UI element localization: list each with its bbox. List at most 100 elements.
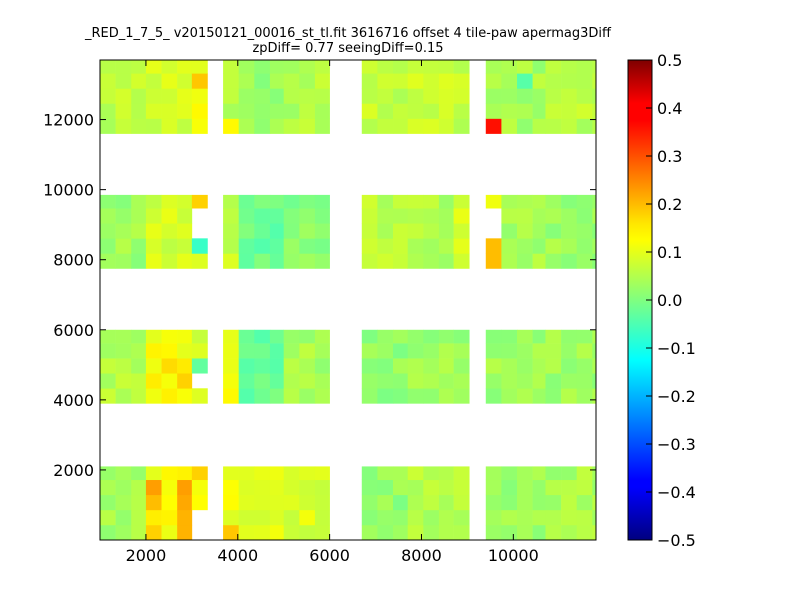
heatmap-cell <box>517 208 533 224</box>
plot-frame <box>99 59 597 541</box>
heatmap-cell <box>501 88 518 104</box>
heatmap-cell <box>532 223 546 239</box>
heatmap-cell <box>592 388 597 404</box>
heatmap-cell <box>453 118 470 134</box>
heatmap-cell <box>177 208 193 224</box>
heatmap-cell <box>532 103 546 119</box>
heatmap-cell <box>269 524 285 541</box>
heatmap-cell <box>377 118 394 134</box>
heatmap-cell <box>254 118 271 134</box>
heatmap-cell <box>407 60 424 74</box>
heatmap-cell <box>314 60 330 74</box>
heatmap-cell <box>131 60 147 74</box>
heatmap-cell <box>100 103 116 119</box>
heatmap-cell <box>532 388 546 404</box>
heatmap-cell <box>223 329 239 344</box>
heatmap-cell <box>377 194 394 209</box>
heatmap-cell <box>299 329 316 344</box>
heatmap-cell <box>517 343 533 359</box>
heatmap-cell <box>576 60 593 74</box>
heatmap-cell <box>131 118 147 134</box>
heatmap-cell <box>561 343 578 359</box>
heatmap-cell <box>115 253 132 269</box>
heatmap-cell <box>191 73 208 89</box>
heatmap-cell <box>501 358 518 374</box>
heatmap-cell <box>576 208 593 224</box>
heatmap-cell <box>314 479 330 496</box>
heatmap-cell <box>299 194 316 209</box>
heatmap-cell <box>161 373 178 389</box>
heatmap-cell <box>145 466 162 481</box>
heatmap-cell <box>177 373 193 389</box>
heatmap-cell <box>145 329 162 344</box>
heatmap-cell <box>576 223 593 239</box>
heatmap-cell <box>145 208 162 224</box>
heatmap-cell <box>377 509 394 526</box>
heatmap-cell <box>161 524 178 541</box>
heatmap-cell <box>576 509 593 526</box>
heatmap-cell <box>407 343 424 359</box>
heatmap-cell <box>314 373 330 389</box>
heatmap-cell <box>191 103 208 119</box>
heatmap-cell <box>393 118 409 134</box>
heatmap-cell <box>517 103 533 119</box>
heatmap-cell <box>145 60 162 74</box>
heatmap-cell <box>501 238 518 254</box>
heatmap-cell <box>269 479 285 496</box>
heatmap-cell <box>283 479 300 496</box>
heatmap-cell <box>438 388 454 404</box>
heatmap-cell <box>145 524 162 541</box>
heatmap-cell <box>393 466 409 481</box>
heatmap-cell <box>283 329 300 344</box>
heatmap-cell <box>238 509 255 526</box>
heatmap-cell <box>393 329 409 344</box>
heatmap-cell <box>485 103 502 119</box>
heatmap-cell <box>592 88 597 104</box>
heatmap-cell <box>131 253 147 269</box>
heatmap-cell <box>145 253 162 269</box>
colorbar-tick-label: 0.5 <box>657 51 682 70</box>
heatmap-cell <box>377 60 394 74</box>
heatmap-cell <box>545 194 562 209</box>
heatmap-cell <box>361 208 378 224</box>
heatmap-cell <box>501 103 518 119</box>
heatmap-cell <box>592 373 597 389</box>
x-tick-label: 10000 <box>488 546 539 565</box>
heatmap-cell <box>314 194 330 209</box>
heatmap-cell <box>501 60 518 74</box>
heatmap-cell <box>254 494 271 511</box>
colorbar-tick-label: −0.2 <box>657 387 696 406</box>
heatmap-cell <box>501 329 518 344</box>
heatmap-cell <box>283 524 300 541</box>
heatmap-cell <box>100 208 116 224</box>
heatmap-cell <box>283 60 300 74</box>
heatmap-cell <box>532 118 546 134</box>
heatmap-cell <box>393 373 409 389</box>
heatmap-cell <box>453 60 470 74</box>
heatmap-cell <box>576 494 593 511</box>
heatmap-cell <box>517 253 533 269</box>
heatmap-cell <box>545 60 562 74</box>
heatmap-cell <box>545 253 562 269</box>
heatmap-cell <box>314 388 330 404</box>
heatmap-cell <box>299 388 316 404</box>
heatmap-cell <box>177 494 193 511</box>
heatmap-cell <box>115 466 132 481</box>
heatmap-cell <box>361 88 378 104</box>
heatmap-cell <box>576 329 593 344</box>
heatmap-cell <box>377 238 394 254</box>
heatmap-cell <box>532 358 546 374</box>
heatmap-cell <box>545 238 562 254</box>
heatmap-cell <box>561 329 578 344</box>
heatmap-cell <box>592 358 597 374</box>
heatmap-cell <box>238 253 255 269</box>
heatmap-cell <box>561 388 578 404</box>
heatmap-cell <box>576 524 593 541</box>
heatmap-cell <box>561 208 578 224</box>
heatmap-cell <box>438 343 454 359</box>
heatmap-cell <box>191 118 208 134</box>
heatmap-cell <box>545 223 562 239</box>
heatmap-cell <box>561 73 578 89</box>
heatmap-cell <box>131 88 147 104</box>
heatmap-cell <box>177 118 193 134</box>
